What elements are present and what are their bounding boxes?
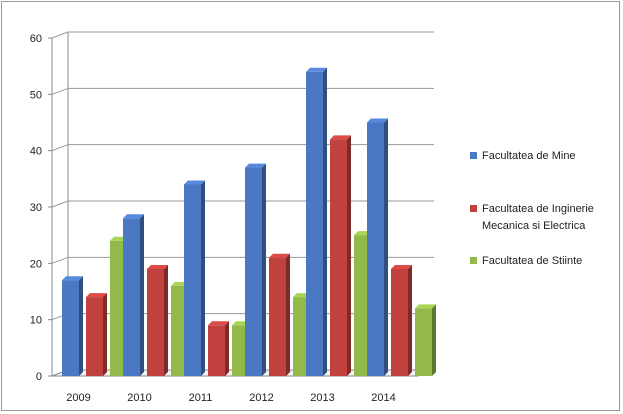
bar-side [262, 163, 266, 376]
bar-side [164, 264, 168, 376]
y-axis-ticks: 0 10 20 30 40 50 60 [30, 33, 53, 383]
legend-label: Facultatea de Inginerie [482, 203, 594, 215]
y-tick-label: 0 [36, 371, 42, 383]
x-tick-label: 2011 [189, 392, 213, 404]
bar-side [225, 321, 229, 376]
bar [330, 139, 347, 376]
bar-side [384, 118, 388, 376]
bar-side [347, 135, 351, 376]
bar-top [306, 67, 327, 72]
bar [171, 285, 188, 376]
y-tick-label: 30 [30, 202, 42, 214]
bar-top [62, 276, 83, 281]
bar-side [140, 214, 144, 376]
bar-top [245, 163, 266, 168]
y-tick-label: 50 [30, 89, 42, 101]
bar [367, 122, 384, 376]
bar [391, 268, 408, 376]
x-tick-label: 2014 [371, 392, 395, 404]
y-tick-label: 60 [30, 33, 42, 45]
legend: Facultatea de Mine Facultatea de Ingineri… [470, 150, 594, 267]
x-tick-label: 2012 [249, 392, 273, 404]
x-axis-ticks: 2009 2010 2011 2012 2013 2014 [66, 392, 395, 404]
y-tick-label: 20 [30, 258, 42, 270]
x-tick-label: 2009 [66, 392, 90, 404]
bar [232, 325, 249, 376]
bar [147, 268, 164, 376]
legend-swatch [470, 152, 477, 159]
bar-top [415, 304, 436, 309]
bar [208, 325, 225, 376]
bar [245, 167, 262, 376]
legend-swatch [470, 257, 477, 264]
bar-top [330, 135, 351, 140]
bar-top [147, 264, 168, 269]
bar-side [323, 67, 327, 377]
bar [86, 297, 103, 376]
bar-top [86, 293, 107, 298]
legend-label: Facultatea de Mine [482, 150, 576, 162]
bar [293, 297, 310, 376]
bar-side [432, 304, 436, 376]
bar-side [286, 253, 290, 376]
bar [415, 308, 432, 376]
bar-side [103, 293, 107, 376]
x-tick-label: 2013 [310, 392, 334, 404]
bar-side [408, 264, 412, 376]
bar [110, 240, 127, 376]
bar [184, 184, 201, 376]
bars [62, 67, 436, 377]
gridline [51, 31, 434, 39]
bar [62, 280, 79, 376]
gridline [51, 87, 434, 95]
bar [306, 71, 323, 377]
bar [269, 257, 286, 376]
bar [354, 235, 371, 376]
bar-top [208, 321, 229, 326]
y-tick-label: 10 [30, 315, 42, 327]
bar-top [184, 180, 205, 185]
bar-side [79, 276, 83, 376]
bar-top [367, 118, 388, 123]
legend-swatch [470, 205, 477, 212]
bar-side [201, 180, 205, 376]
bar-top [391, 264, 412, 269]
legend-label: Facultatea de Stiinte [482, 255, 582, 267]
x-tick-label: 2010 [127, 392, 151, 404]
legend-label: Mecanica si Electrica [482, 220, 586, 232]
bar-top [269, 253, 290, 258]
y-tick-label: 40 [30, 146, 42, 158]
bar-top [123, 214, 144, 219]
bar [123, 218, 140, 376]
